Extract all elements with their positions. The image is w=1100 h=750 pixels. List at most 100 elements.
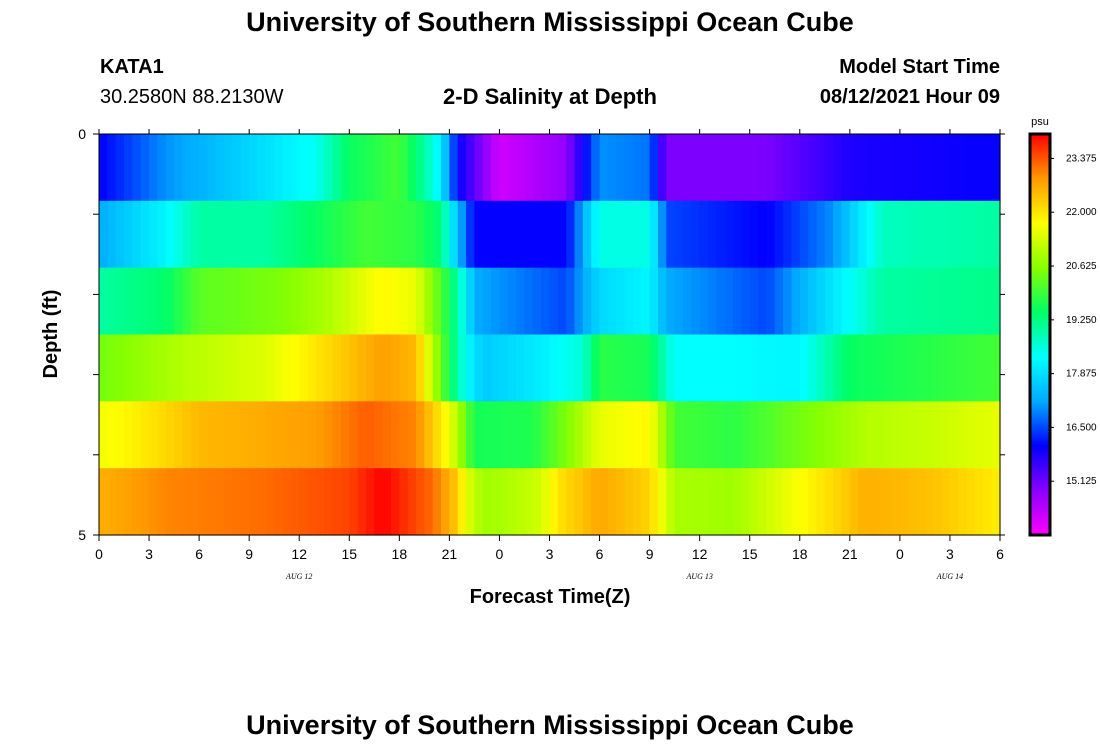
heatmap-cell <box>466 334 476 402</box>
heatmap-cell <box>382 200 392 269</box>
x-tick-label: 0 <box>95 546 103 562</box>
heatmap-cell <box>149 134 158 202</box>
heatmap-cell <box>215 200 225 269</box>
heatmap-cell <box>107 401 117 469</box>
heatmap-cell <box>449 200 459 269</box>
heatmap-cell <box>382 468 392 536</box>
heatmap-cell <box>132 267 142 336</box>
station-id: KATA1 <box>100 56 164 78</box>
heatmap-cell <box>607 267 617 336</box>
heatmap-cell <box>666 267 676 336</box>
heatmap-cell <box>257 200 267 269</box>
heatmap-cell <box>315 334 325 402</box>
heatmap-cell <box>374 401 384 469</box>
heatmap-cell <box>958 401 968 469</box>
heatmap-cell <box>824 200 834 269</box>
heatmap-cell <box>190 468 200 536</box>
heatmap-cell <box>149 468 158 536</box>
heatmap-cell <box>207 468 217 536</box>
heatmap-cell <box>299 401 309 469</box>
heatmap-cell <box>274 267 284 336</box>
heatmap-cell <box>858 267 868 336</box>
heatmap-cell <box>766 334 776 402</box>
x-tick-label: 15 <box>341 546 357 562</box>
heatmap-cell <box>124 468 133 536</box>
heatmap-cell <box>407 401 417 469</box>
heatmap-cell <box>174 334 184 402</box>
heatmap-cell <box>766 468 776 536</box>
heatmap-cell <box>140 401 150 469</box>
model-start-value: 08/12/2021 Hour 09 <box>819 86 1000 108</box>
heatmap-cell <box>257 267 267 336</box>
heatmap-cell <box>290 401 300 469</box>
heatmap-cell <box>933 200 943 269</box>
heatmap-cell <box>432 334 442 402</box>
heatmap-cell <box>207 134 217 202</box>
heatmap-cell <box>115 134 125 202</box>
heatmap-cell <box>791 468 801 536</box>
heatmap-cell <box>874 200 884 269</box>
heatmap-cell <box>307 134 317 202</box>
heatmap-cell <box>507 267 517 336</box>
heatmap-cell <box>858 334 868 402</box>
heatmap-cell <box>99 267 108 336</box>
colorbar-tick-label: 19.250 <box>1066 315 1097 326</box>
heatmap-cell <box>449 401 459 469</box>
heatmap-cell <box>382 334 392 402</box>
x-tick-label: 0 <box>496 546 504 562</box>
heatmap-cell <box>307 200 317 269</box>
heatmap-cell <box>265 267 275 336</box>
heatmap-cell <box>966 267 976 336</box>
heatmap-cell <box>724 468 734 536</box>
heatmap-cell <box>983 334 993 402</box>
heatmap-cell <box>491 134 501 202</box>
heatmap-cell <box>541 334 551 402</box>
heatmap-cell <box>783 468 793 536</box>
heatmap-cell <box>599 134 609 202</box>
heatmap-cell <box>449 134 459 202</box>
heatmap-cell <box>582 200 592 269</box>
heatmap-cell <box>983 401 993 469</box>
heatmap-cell <box>724 401 734 469</box>
heatmap-cell <box>107 334 117 402</box>
heatmap-cell <box>783 134 793 202</box>
heatmap-row-depth-1 <box>99 200 1001 269</box>
heatmap-cell <box>941 334 951 402</box>
heatmap-cell <box>315 468 325 536</box>
heatmap-cell <box>766 134 776 202</box>
heatmap-cell <box>299 200 309 269</box>
heatmap-cell <box>983 134 993 202</box>
heatmap-cell <box>733 468 742 536</box>
heatmap-cell <box>265 334 275 402</box>
heatmap-cell <box>424 334 434 402</box>
heatmap-cell <box>174 134 184 202</box>
heatmap-cell <box>674 200 684 269</box>
heatmap-cell <box>182 334 192 402</box>
heatmap-cell <box>115 468 125 536</box>
heatmap-cell <box>349 200 359 269</box>
heatmap-cell <box>274 468 284 536</box>
heatmap-cell <box>557 468 567 536</box>
heatmap-cell <box>549 334 559 402</box>
heatmap-cell <box>708 134 717 202</box>
heatmap-cell <box>883 267 893 336</box>
heatmap-cell <box>507 468 517 536</box>
heatmap-cell <box>457 267 467 336</box>
heatmap-cell <box>741 200 751 269</box>
heatmap-cell <box>666 200 676 269</box>
heatmap-cell <box>749 334 759 402</box>
heatmap-cell <box>340 134 350 202</box>
heatmap-cell <box>641 401 651 469</box>
heatmap-cell <box>649 267 659 336</box>
heatmap-cell <box>816 267 826 336</box>
heatmap-cell <box>215 468 225 536</box>
heatmap-cell <box>399 468 409 536</box>
heatmap-cell <box>132 401 142 469</box>
heatmap-cell <box>916 200 926 269</box>
x-tick-label: 12 <box>291 546 307 562</box>
heatmap-cell <box>758 401 767 469</box>
heatmap-cell <box>574 401 584 469</box>
heatmap-cell <box>866 200 876 269</box>
heatmap-cell <box>474 200 484 269</box>
heatmap-cell <box>833 334 843 402</box>
